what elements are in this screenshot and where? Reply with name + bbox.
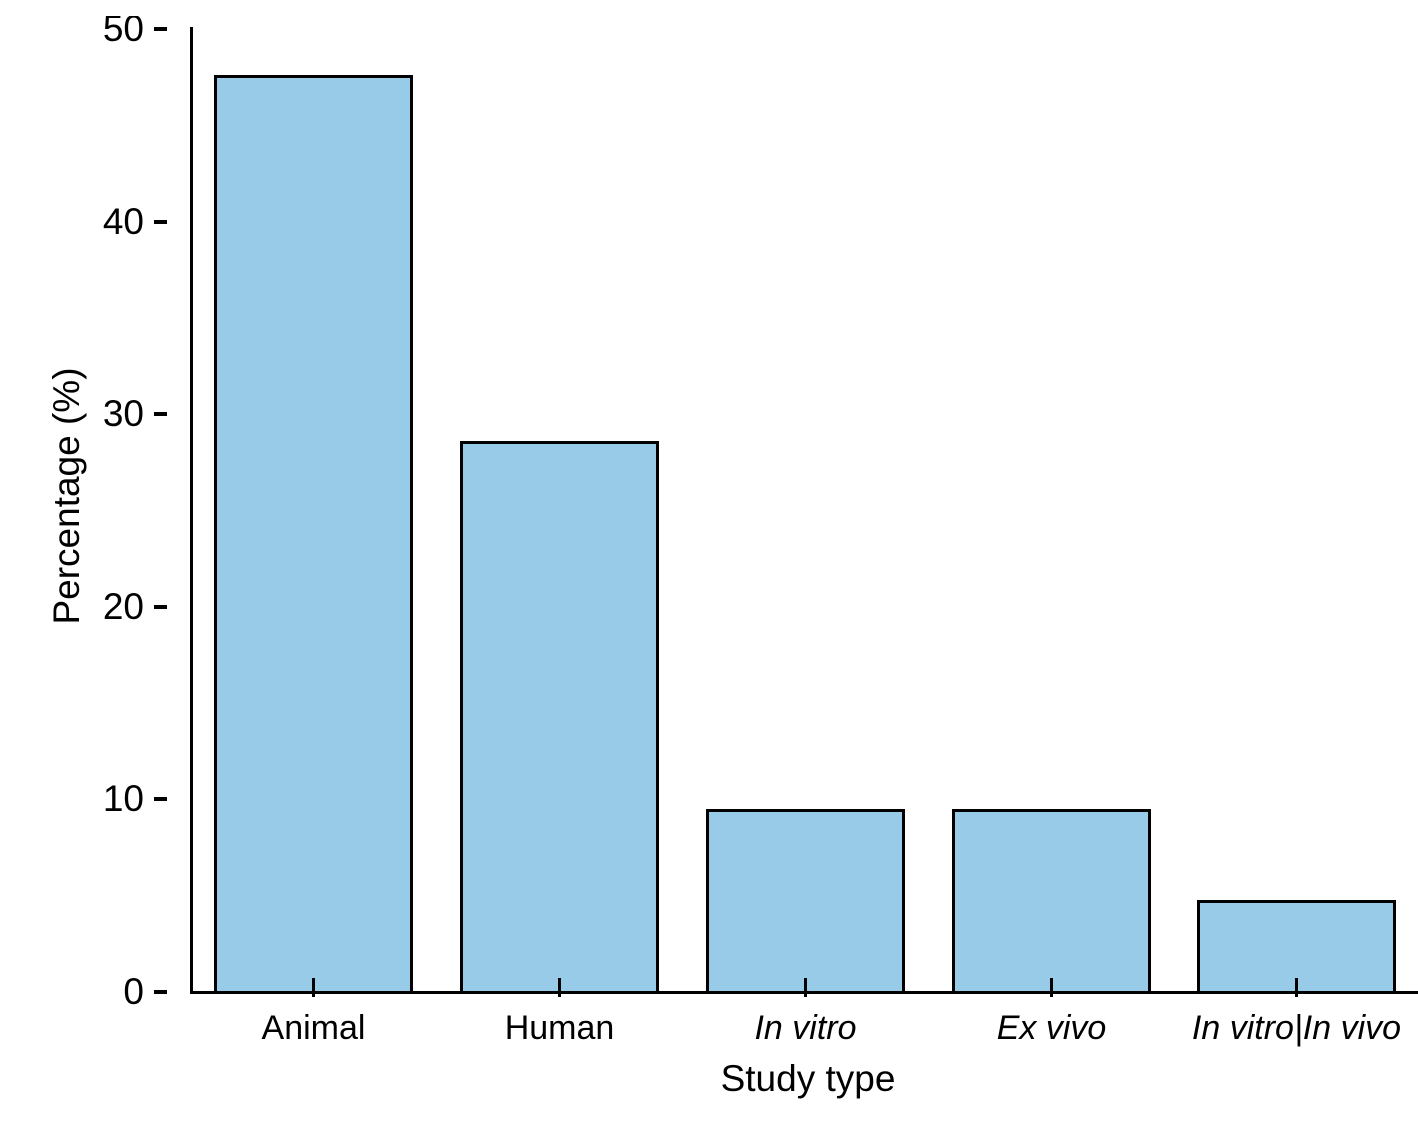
y-tick bbox=[154, 27, 167, 31]
x-tick bbox=[558, 978, 561, 997]
y-tick bbox=[154, 990, 167, 994]
x-tick bbox=[1295, 978, 1298, 997]
y-tick-label: 20 bbox=[102, 585, 144, 627]
x-tick bbox=[312, 978, 315, 997]
bar-in-vitro bbox=[706, 809, 905, 994]
x-tick-label: Ex vivo bbox=[996, 1009, 1107, 1047]
y-tick-label: 0 bbox=[123, 971, 144, 1012]
x-tick-label: Human bbox=[504, 1009, 615, 1047]
y-tick-label: 30 bbox=[102, 393, 144, 435]
y-tick bbox=[154, 412, 167, 417]
x-tick bbox=[804, 978, 807, 997]
x-tick bbox=[1050, 978, 1053, 997]
x-tick-label: In vitro bbox=[754, 1009, 857, 1047]
y-tick-label: 10 bbox=[102, 778, 144, 820]
bar-animal bbox=[214, 75, 413, 994]
y-axis-line bbox=[190, 27, 193, 994]
x-tick-label: Animal bbox=[261, 1009, 366, 1047]
x-axis-title: Study type bbox=[720, 1058, 896, 1099]
y-tick bbox=[154, 797, 167, 802]
y-tick bbox=[154, 219, 167, 224]
y-tick bbox=[154, 604, 167, 609]
bar-chart-figure: Percentage (%) Study type 0 10 20 30 40 50 Ani… bbox=[40, 16, 1418, 1107]
y-tick-label: 40 bbox=[102, 200, 144, 242]
y-tick-label: 50 bbox=[102, 16, 144, 49]
bar-human bbox=[460, 441, 659, 994]
x-tick-label: In vitro|In vivo bbox=[1191, 1009, 1402, 1047]
bar-ex-vivo bbox=[952, 809, 1151, 994]
